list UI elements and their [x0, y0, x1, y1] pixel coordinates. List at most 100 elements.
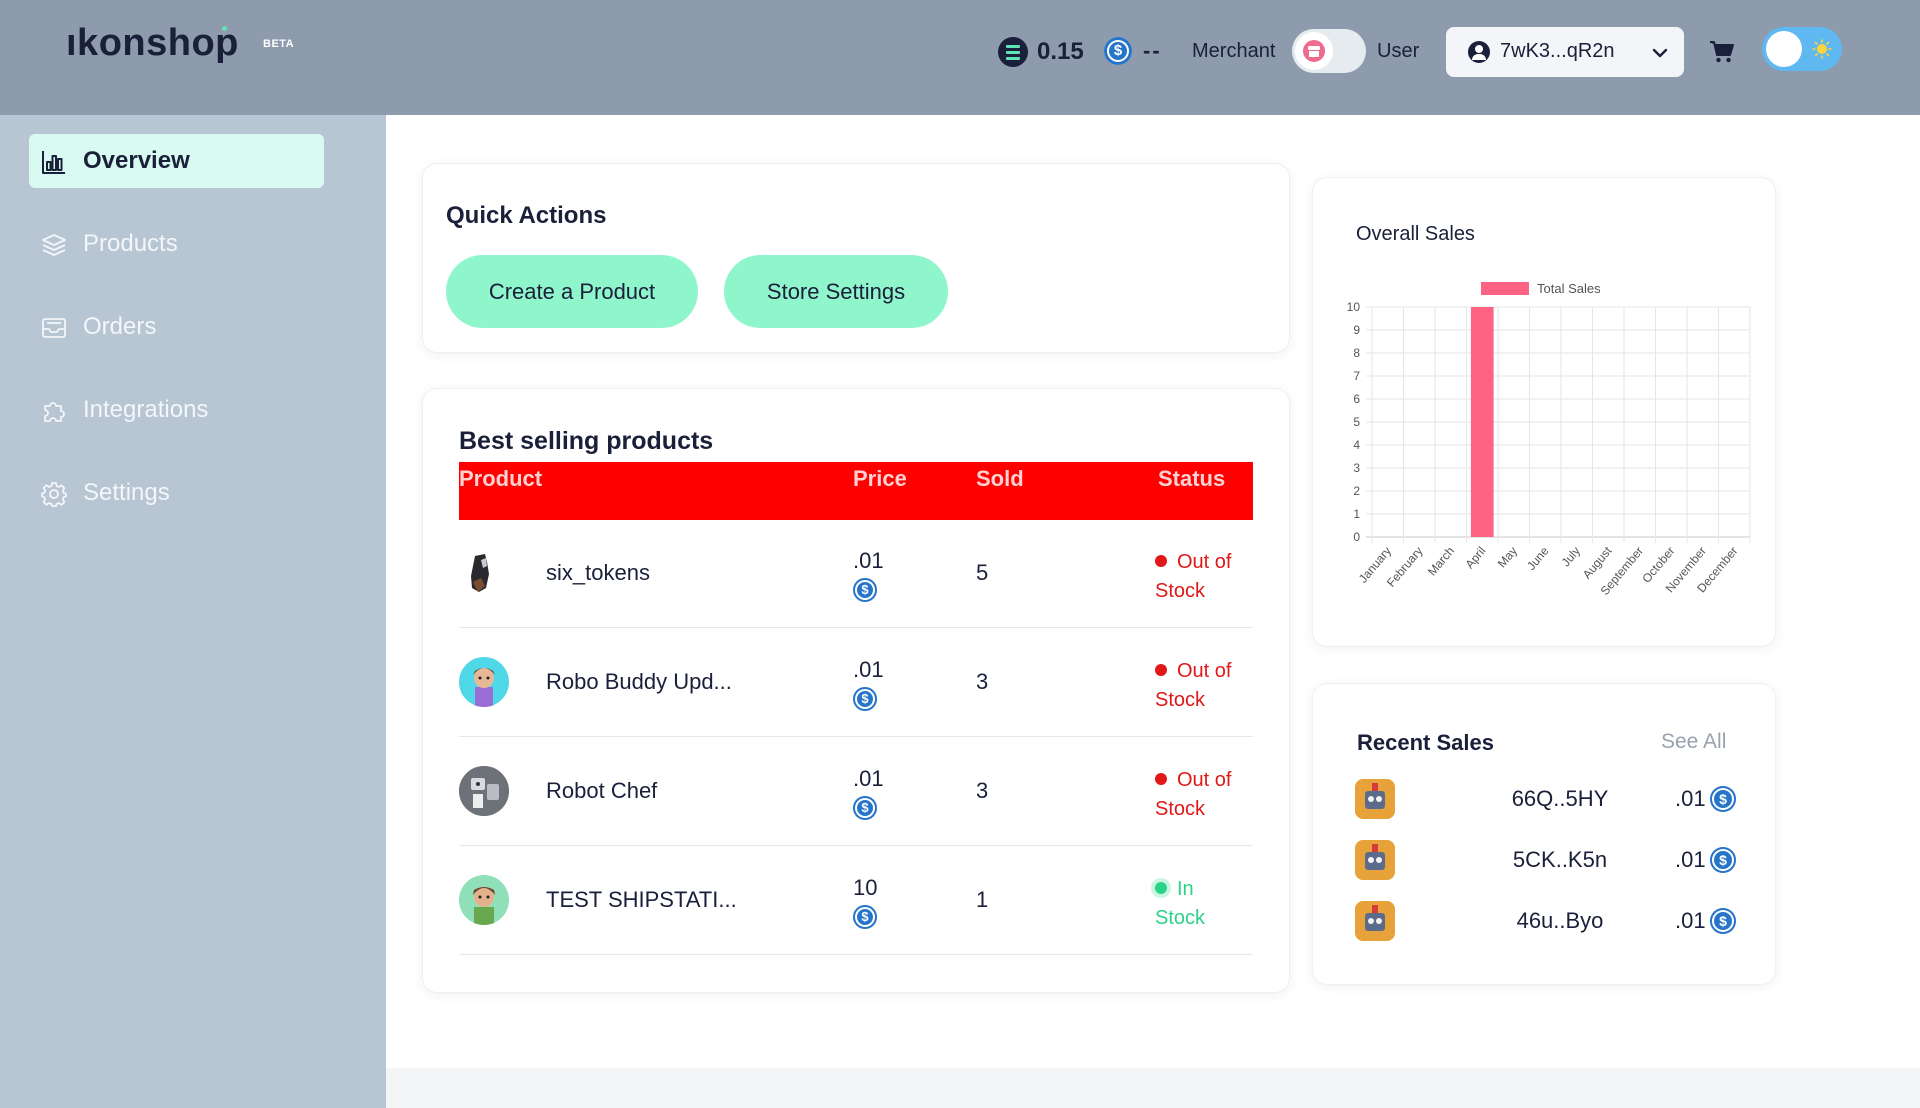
column-header-status: Status — [1158, 466, 1226, 491]
recent-sales-title: Recent Sales — [1357, 730, 1494, 755]
overall-sales-card: Overall Sales 0 1 2 3 4 5 6 7 8 9 10 January Februar… — [1313, 178, 1775, 646]
product-price: .01 — [853, 548, 884, 573]
status-text-line2: Stock — [1155, 689, 1206, 711]
usdc-icon: $ — [853, 578, 877, 602]
table-row[interactable]: six_tokens .01 $ 5 Out of Stock — [459, 520, 1253, 628]
status-text-line1: Out of — [1177, 660, 1232, 682]
user-circle-icon — [1468, 41, 1490, 63]
usdc-icon: $ — [853, 796, 877, 820]
sol-balance: 0.15 — [1037, 38, 1084, 65]
quick-actions-card: Quick Actions Create a Product Store Set… — [423, 164, 1289, 352]
wallet-dropdown-button[interactable]: 7wK3...qR2n — [1446, 27, 1684, 77]
product-thumbnail — [459, 548, 509, 598]
status-text-line1: Out of — [1177, 551, 1232, 573]
product-thumbnail — [459, 657, 509, 707]
y-tick-label: 6 — [1353, 392, 1360, 406]
legend-label: Total Sales — [1537, 281, 1601, 296]
sidebar: Overview Products Orders Integrations — [0, 115, 386, 1108]
product-price: .01 — [853, 657, 884, 682]
best-selling-title: Best selling products — [459, 427, 714, 455]
table-row[interactable]: TEST SHIPSTATI... 10 $ 1 In Stock — [459, 847, 1253, 955]
product-price: .01 — [853, 766, 884, 791]
puzzle-icon — [44, 402, 65, 422]
product-name: six_tokens — [546, 560, 650, 585]
status-badge: Out of Stock — [1155, 548, 1255, 606]
sidebar-item-label: Integrations — [83, 396, 209, 423]
table-row[interactable]: Robot Chef .01 $ 3 Out of Stock — [459, 738, 1253, 846]
status-dot-icon — [1155, 555, 1167, 567]
y-tick-label: 3 — [1353, 461, 1360, 475]
theme-toggle-knob — [1766, 31, 1802, 67]
usdc-icon: $ — [1710, 786, 1736, 812]
sidebar-item-products[interactable]: Products — [29, 217, 324, 271]
best-selling-card: Best selling products Product Price Sold… — [423, 389, 1289, 992]
recent-sale-item[interactable]: 66Q..5HY .01 $ — [1355, 779, 1745, 819]
sidebar-item-label: Products — [83, 230, 178, 257]
recent-sales-card: Recent Sales See All 66Q..5HY .01 $ 5CK.… — [1313, 684, 1775, 984]
x-tick-label: July — [1559, 544, 1583, 569]
store-icon — [1303, 40, 1325, 62]
sidebar-item-integrations[interactable]: Integrations — [29, 383, 324, 437]
status-text-line2: Stock — [1155, 798, 1206, 820]
buyer-address: 46u..Byo — [1516, 908, 1604, 933]
product-sold-count: 1 — [976, 887, 989, 912]
status-text-line1: In — [1177, 878, 1194, 900]
sale-amount: .01 — [1675, 786, 1706, 811]
status-text-line1: Out of — [1177, 769, 1232, 791]
sidebar-item-orders[interactable]: Orders — [29, 300, 324, 354]
merchant-label: Merchant — [1192, 40, 1276, 62]
sidebar-item-settings[interactable]: Settings — [29, 466, 324, 520]
status-text-line2: Stock — [1155, 580, 1206, 602]
create-product-button[interactable]: Create a Product — [446, 255, 698, 328]
cart-icon[interactable] — [1709, 40, 1735, 64]
recent-sale-item[interactable]: 46u..Byo .01 $ — [1355, 901, 1745, 941]
y-tick-label: 2 — [1353, 484, 1360, 498]
column-header-price: Price — [853, 466, 907, 491]
product-thumbnail — [459, 875, 509, 925]
usdc-icon: $ — [1710, 908, 1736, 934]
usdc-icon: $ — [1104, 37, 1132, 65]
status-badge: Out of Stock — [1155, 657, 1255, 715]
merchant-user-toggle[interactable] — [1292, 29, 1366, 73]
y-tick-label: 1 — [1353, 507, 1360, 521]
quick-actions-title: Quick Actions — [446, 202, 607, 229]
hand-figure-image — [471, 554, 489, 592]
sidebar-item-label: Overview — [83, 147, 190, 174]
buyer-avatar — [1355, 840, 1395, 880]
robot-avatar-image — [1355, 901, 1395, 941]
status-badge: In Stock — [1155, 875, 1255, 933]
theme-toggle[interactable] — [1762, 27, 1842, 71]
store-settings-button[interactable]: Store Settings — [724, 255, 948, 328]
footer-band — [386, 1068, 1920, 1108]
product-sold-count: 3 — [976, 778, 989, 803]
see-all-link[interactable]: See All — [1661, 730, 1727, 753]
y-tick-label: 9 — [1353, 323, 1360, 337]
solana-icon — [998, 37, 1028, 67]
recent-sale-item[interactable]: 5CK..K5n .01 $ — [1355, 840, 1745, 880]
sidebar-item-label: Orders — [83, 313, 157, 340]
sale-amount: .01 — [1675, 908, 1706, 933]
x-tick-label: April — [1462, 544, 1488, 571]
product-sold-count: 5 — [976, 560, 989, 585]
y-tick-label: 5 — [1353, 415, 1360, 429]
table-row[interactable]: Robo Buddy Upd... .01 $ 3 Out of Stock — [459, 629, 1253, 737]
ikonshop-logo[interactable]: ıkonshop — [66, 22, 239, 64]
usdc-balance: -- — [1143, 38, 1162, 63]
layers-icon — [42, 234, 66, 256]
test-shipstation-avatar — [473, 887, 495, 925]
product-price: 10 — [853, 875, 878, 900]
status-dot-icon — [1155, 664, 1167, 676]
column-header-sold: Sold — [976, 466, 1024, 491]
y-tick-label: 0 — [1353, 530, 1360, 544]
table-header: Product Price Sold Status — [459, 462, 1253, 520]
sidebar-item-overview[interactable]: Overview — [29, 134, 324, 188]
y-tick-label: 7 — [1353, 369, 1360, 383]
robot-buddy-avatar — [473, 668, 495, 707]
bar-chart-icon — [42, 151, 65, 174]
product-name: TEST SHIPSTATI... — [546, 887, 737, 912]
status-dot-icon — [1155, 773, 1167, 785]
legend-swatch — [1481, 282, 1529, 295]
status-text-line2: Stock — [1155, 907, 1206, 929]
bar-april — [1470, 307, 1494, 537]
